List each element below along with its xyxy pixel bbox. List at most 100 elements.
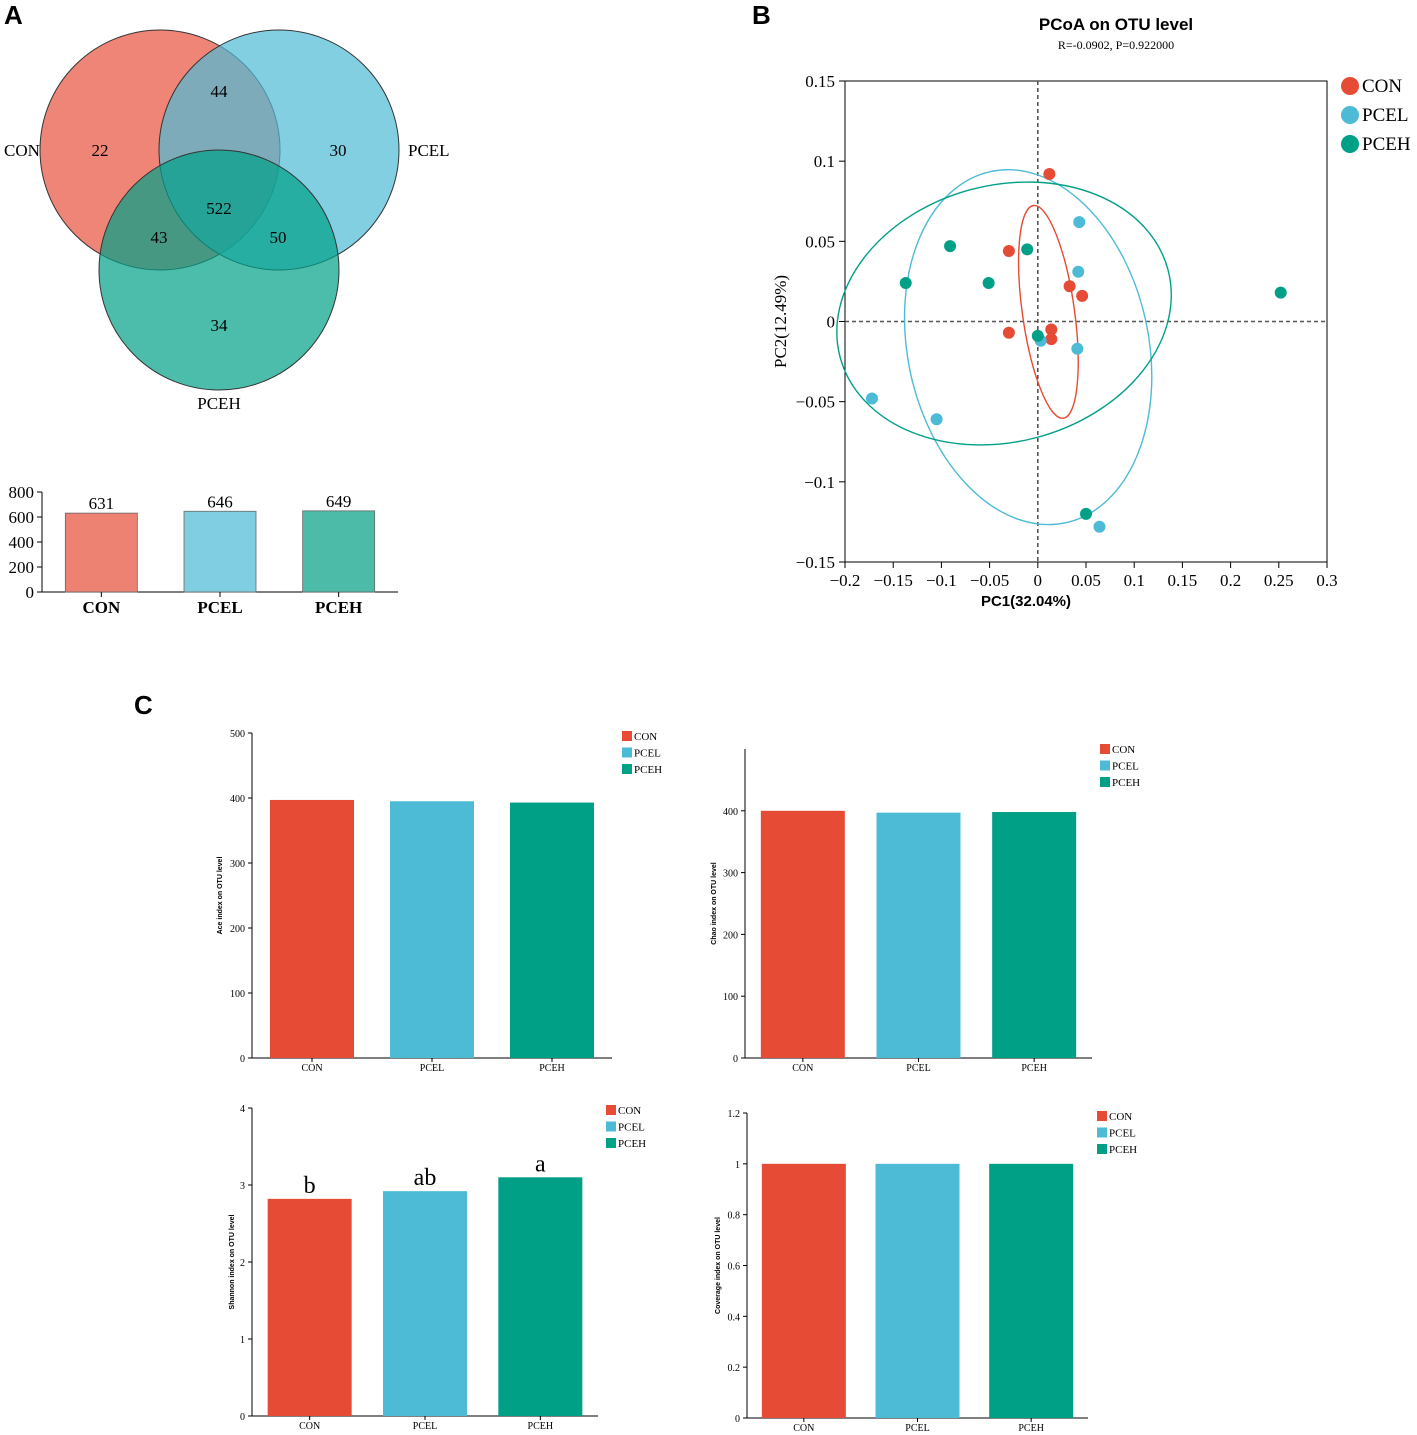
ace-y-tick-label: 400 bbox=[230, 794, 245, 805]
coverage-bar-pceh bbox=[989, 1163, 1074, 1418]
pcoa-point-pcel bbox=[1093, 520, 1106, 533]
coverage-y-tick-label: 1.2 bbox=[728, 1109, 741, 1120]
chao-bar-con bbox=[760, 810, 845, 1058]
venn-count-pcel-only: 30 bbox=[330, 141, 347, 160]
chao-legend-label: PCEH bbox=[1112, 777, 1140, 789]
ace-bar-pcel bbox=[390, 801, 474, 1058]
coverage-y-tick-label: 0.4 bbox=[728, 1312, 741, 1323]
venn-count-pcel-pceh: 50 bbox=[270, 228, 287, 247]
pcoa-point-pcel bbox=[1071, 342, 1084, 355]
coverage-x-tick-label: PCEL bbox=[905, 1423, 929, 1434]
pcoa-x-axis-label: PC1(32.04%) bbox=[981, 593, 1071, 610]
pcoa-y-tick-label: 0.15 bbox=[805, 72, 835, 91]
ace-legend-label: PCEL bbox=[634, 748, 661, 760]
ace-legend-swatch-pcel bbox=[622, 747, 632, 758]
totals-bar-value-label: 631 bbox=[89, 494, 115, 513]
totals-bar-con bbox=[64, 512, 138, 593]
pcoa-title: PCoA on OTU level bbox=[1039, 15, 1193, 34]
ace-index-chart: 0 100 200 300 400 500 CON PCEL PCEH Ace index on … bbox=[217, 729, 662, 1074]
shannon-y-tick-label: 0 bbox=[240, 1412, 245, 1423]
coverage-legend-swatch-pceh bbox=[1097, 1144, 1107, 1154]
shannon-legend-swatch-pcel bbox=[606, 1121, 616, 1132]
pcoa-legend-label: PCEH bbox=[1362, 134, 1411, 155]
pcoa-ellipse-con bbox=[1017, 204, 1079, 420]
pcoa-y-tick-label: −0.1 bbox=[804, 473, 835, 492]
coverage-legend-swatch-pcel bbox=[1097, 1127, 1107, 1138]
venn-set-label-pcel: PCEL bbox=[408, 141, 450, 160]
coverage-legend-label: CON bbox=[1109, 1111, 1132, 1123]
pcoa-ellipse-pceh bbox=[836, 181, 1172, 446]
totals-y-tick-label: 400 bbox=[9, 533, 35, 552]
chao-x-tick-label: PCEL bbox=[906, 1063, 930, 1074]
pcoa-y-tick-label: −0.05 bbox=[796, 393, 835, 412]
pcoa-y-tick-label: 0.05 bbox=[805, 232, 835, 251]
chao-y-tick-label: 300 bbox=[723, 869, 738, 880]
totals-x-tick-label: PCEH bbox=[315, 598, 362, 617]
ace-y-tick-label: 200 bbox=[230, 924, 245, 935]
pcoa-x-tick-label: 0.1 bbox=[1124, 571, 1145, 590]
ace-y-tick-label: 300 bbox=[230, 859, 245, 870]
coverage-legend-label: PCEL bbox=[1109, 1128, 1136, 1140]
shannon-significance-letter: b bbox=[304, 1173, 316, 1199]
pcoa-point-con bbox=[1045, 333, 1058, 346]
coverage-x-tick-label: CON bbox=[793, 1423, 814, 1434]
pcoa-y-tick-label: −0.15 bbox=[796, 553, 835, 572]
shannon-bar-pceh bbox=[498, 1177, 583, 1416]
coverage-legend-swatch-con bbox=[1097, 1111, 1107, 1121]
pcoa-point-con bbox=[1002, 326, 1015, 339]
shannon-legend-label: PCEL bbox=[618, 1122, 645, 1134]
ace-legend-label: PCEH bbox=[634, 764, 662, 776]
shannon-y-tick-label: 2 bbox=[240, 1258, 245, 1269]
coverage-y-axis-label: Coverage index on OTU level bbox=[715, 1217, 722, 1314]
coverage-index-chart: 0 0.2 0.4 0.6 0.8 1 1.2 CON PCEL PCEH Coverage ind… bbox=[715, 1109, 1137, 1434]
pcoa-x-tick-label: −0.05 bbox=[970, 571, 1009, 590]
ace-y-tick-label: 0 bbox=[240, 1054, 245, 1065]
venn-count-con-pceh: 43 bbox=[151, 228, 168, 247]
venn-circle-pceh bbox=[98, 149, 340, 391]
shannon-x-tick-label: CON bbox=[299, 1421, 320, 1432]
ace-x-tick-label: PCEL bbox=[420, 1063, 444, 1074]
ace-legend-swatch-pceh bbox=[622, 764, 632, 774]
ace-x-tick-label: PCEH bbox=[539, 1063, 565, 1074]
pcoa-point-pceh bbox=[944, 240, 957, 253]
totals-bar-pcel bbox=[183, 510, 257, 593]
pcoa-x-tick-label: 0 bbox=[1034, 571, 1043, 590]
totals-y-tick-label: 800 bbox=[9, 483, 35, 502]
pcoa-legend-label: CON bbox=[1362, 76, 1402, 97]
ace-x-tick-label: CON bbox=[301, 1063, 322, 1074]
shannon-significance-letter: a bbox=[535, 1151, 546, 1177]
coverage-bar-con bbox=[761, 1163, 846, 1418]
chao-y-tick-label: 0 bbox=[733, 1054, 738, 1065]
ace-y-axis-label: Ace index on OTU level bbox=[217, 857, 224, 935]
venn-count-con-pcel: 44 bbox=[211, 82, 229, 101]
chao-y-tick-label: 400 bbox=[723, 807, 738, 818]
totals-y-tick-label: 200 bbox=[9, 558, 35, 577]
coverage-y-tick-label: 0.8 bbox=[728, 1211, 741, 1222]
chao-index-chart: 0 100 200 300 400 CON PCEL PCEH Chao index on OT… bbox=[711, 744, 1140, 1074]
totals-x-tick-label: PCEL bbox=[197, 598, 242, 617]
pcoa-point-con bbox=[1045, 323, 1058, 336]
shannon-legend-swatch-pceh bbox=[606, 1138, 616, 1148]
chao-legend-swatch-con bbox=[1100, 744, 1110, 754]
pcoa-ellipse-pcel bbox=[903, 169, 1153, 526]
totals-bar-pceh bbox=[302, 510, 376, 593]
pcoa-point-con bbox=[1043, 167, 1056, 180]
shannon-y-tick-label: 3 bbox=[240, 1181, 245, 1192]
pcoa-point-pceh bbox=[982, 277, 995, 290]
chao-y-tick-label: 100 bbox=[723, 992, 738, 1003]
chao-x-tick-label: CON bbox=[792, 1063, 813, 1074]
coverage-y-tick-label: 0.6 bbox=[728, 1262, 741, 1273]
chao-x-tick-label: PCEH bbox=[1021, 1063, 1047, 1074]
chao-y-axis-label: Chao index on OTU level bbox=[711, 862, 718, 945]
panel-label-c: C bbox=[134, 690, 153, 720]
pcoa-legend-swatch-pceh bbox=[1341, 135, 1359, 153]
ace-legend-swatch-con bbox=[622, 731, 632, 741]
shannon-bar-con bbox=[267, 1198, 352, 1416]
panel-label-b: B bbox=[752, 0, 771, 30]
pcoa-x-tick-label: −0.15 bbox=[874, 571, 913, 590]
pcoa-subtitle: R=-0.0902, P=0.922000 bbox=[1058, 38, 1174, 52]
pcoa-x-tick-label: 0.25 bbox=[1264, 571, 1294, 590]
pcoa-y-tick-label: 0 bbox=[827, 313, 836, 332]
shannon-legend-swatch-con bbox=[606, 1105, 616, 1115]
